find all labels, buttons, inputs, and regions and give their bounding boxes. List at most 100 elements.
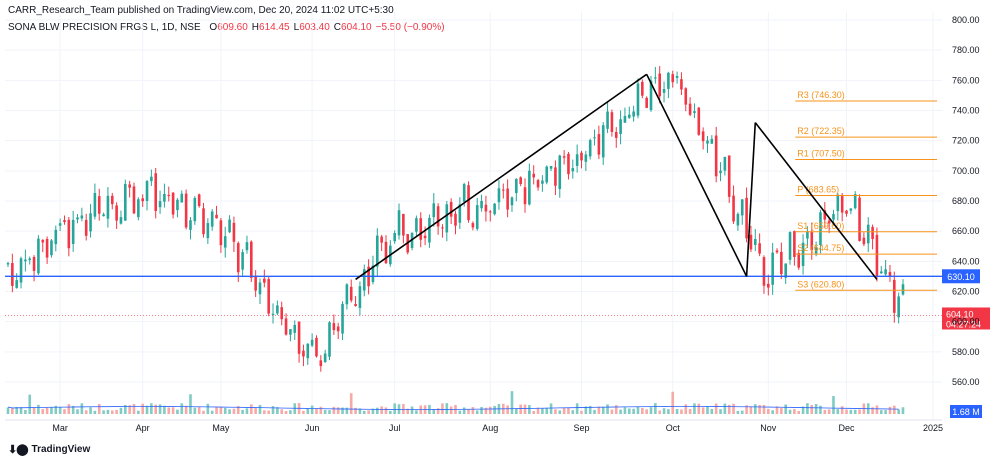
y-tick-label: 740.00 (952, 106, 980, 116)
candle-body (762, 257, 766, 286)
candle-body (788, 232, 792, 260)
support-price-tag: 630.10 (947, 272, 975, 282)
candle-body (645, 97, 648, 108)
pivot-label: R3 (746.30) (797, 90, 845, 100)
volume-bar (510, 391, 514, 414)
candle-body (862, 237, 866, 245)
volume-bar (154, 404, 158, 414)
volume-bar (71, 405, 75, 414)
candle-body (897, 296, 900, 318)
candle-body (736, 213, 740, 226)
volume-bar (141, 403, 144, 414)
pivot-levels: R3 (746.30) R2 (722.35) R1 (707.50) P (683.… (795, 90, 937, 291)
volume-bar (293, 403, 297, 414)
volume-bar (736, 410, 740, 414)
volume-bar (371, 408, 375, 414)
volume-bar (32, 407, 36, 414)
volume-bar (780, 408, 783, 414)
candle-body (315, 337, 318, 357)
candle-body (654, 77, 657, 79)
volume-bar (184, 405, 188, 414)
volume-bar (636, 406, 640, 414)
tradingview-logo[interactable]: ⬇⬤ TradingView (8, 443, 90, 456)
candle-body (362, 269, 366, 291)
candle-body (271, 313, 275, 315)
candle-body (528, 170, 531, 205)
volume-bar (893, 405, 896, 414)
y-tick-label: 780.00 (952, 45, 980, 55)
volume-bar (879, 410, 883, 414)
volume-bar (562, 407, 566, 414)
volume-bar (840, 406, 844, 414)
candle-body (210, 211, 214, 227)
candle-body (836, 194, 840, 212)
volume-bar (45, 407, 49, 414)
candle-body (871, 226, 874, 239)
volume-bar (210, 410, 214, 414)
volume-bar (806, 403, 809, 414)
volume-bar (810, 404, 814, 414)
candle-body (11, 263, 14, 286)
ohlc-value: 603.40 (299, 22, 330, 33)
volume-bar (767, 408, 770, 414)
ohlc-item: H614.45 (252, 22, 290, 33)
volume-bar (232, 408, 236, 414)
x-tick-label: Apr (136, 423, 150, 433)
candle-body (749, 234, 753, 250)
candle-body (588, 140, 592, 157)
volume-bar (128, 405, 131, 414)
candle-body (562, 156, 566, 158)
candle-body (454, 213, 457, 226)
candle-body (289, 329, 292, 335)
last-price-countdown: 04:27:24 (946, 319, 981, 329)
volume-bar (680, 409, 683, 414)
candle-body (276, 305, 279, 314)
candle-body (888, 271, 892, 277)
symbol-label[interactable]: SONA BLW PRECISION FRGS L, 1D, NSE (8, 22, 201, 33)
grid-lines (5, 12, 942, 420)
volume-bar (384, 407, 388, 414)
candle-body (328, 322, 331, 357)
volume-bar (332, 406, 336, 414)
volume-bar (619, 409, 622, 414)
volume-bar (571, 410, 575, 414)
volume-bar (675, 409, 679, 414)
ohlc-values: O609.60 H614.45 L603.40 C604.10 −5.50 (−0.90… (203, 22, 444, 33)
candle-body (375, 235, 379, 267)
volume-bar (315, 408, 318, 414)
volume-bar (341, 407, 344, 414)
candle-body (263, 278, 266, 283)
candle-body (80, 215, 84, 219)
candle-body (619, 119, 622, 134)
candle-body (510, 197, 514, 206)
candle-body (58, 223, 62, 226)
candle-body (193, 197, 197, 222)
volume-bar (549, 403, 553, 414)
candle-body (606, 111, 609, 129)
volume-bar (623, 407, 627, 414)
volume-bar (167, 407, 171, 414)
candle-body (549, 166, 553, 169)
volume-bar (415, 410, 418, 414)
volume-bar (641, 408, 644, 414)
candle-body (180, 193, 184, 203)
volume-bar (254, 407, 257, 414)
volume-bar (575, 403, 579, 414)
volume-bar (753, 404, 757, 414)
volume-bar (219, 407, 223, 414)
candle-body (189, 220, 192, 230)
volume-bar (688, 408, 692, 414)
volume-bar (354, 407, 357, 414)
candle-body (688, 103, 692, 115)
candle-body (97, 196, 101, 214)
candle-body (775, 250, 779, 253)
publisher-line: CARR_Research_Team published on TradingV… (8, 5, 394, 16)
candle-body (24, 259, 27, 262)
volume-bar (593, 409, 596, 414)
volume-bar (197, 407, 201, 414)
candle-body (684, 88, 688, 105)
trendline (745, 122, 757, 277)
candle-body (37, 238, 40, 274)
volume-bar (693, 403, 696, 414)
